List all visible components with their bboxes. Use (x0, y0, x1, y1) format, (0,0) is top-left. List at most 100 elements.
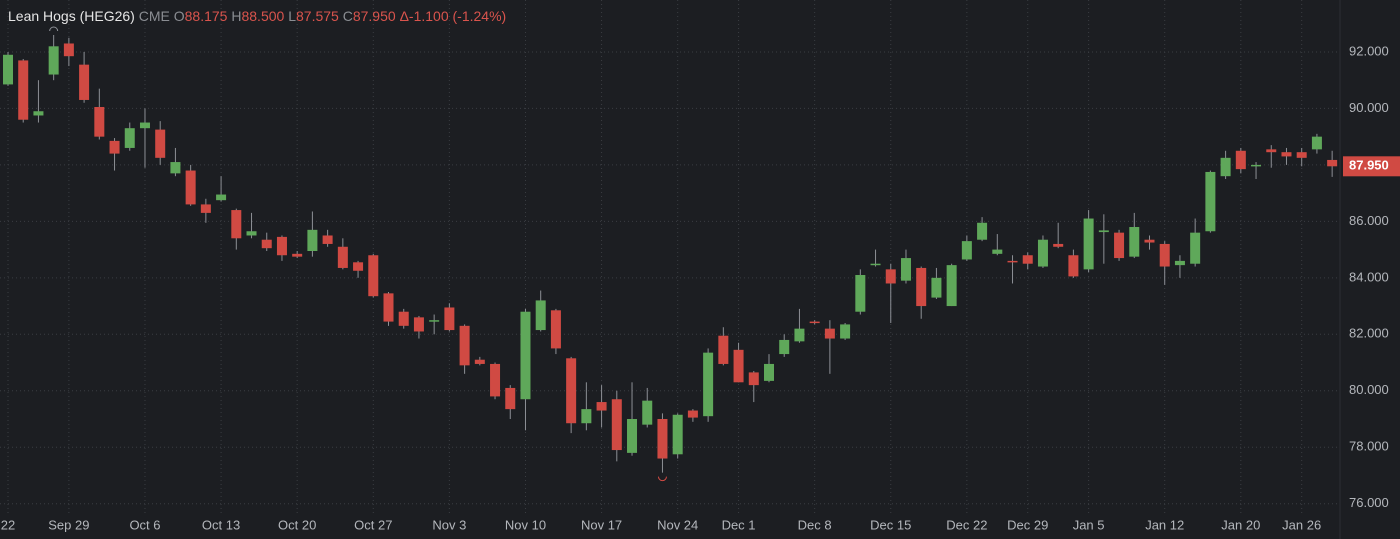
candle-body (627, 419, 638, 453)
x-tick-label: Dec 15 (870, 517, 911, 532)
y-tick-label: 82.000 (1349, 326, 1389, 341)
candle-body (63, 43, 74, 57)
x-tick-label: Oct 20 (278, 517, 316, 532)
candle-body (1327, 159, 1338, 167)
candle-body (1311, 136, 1322, 150)
candle-body (398, 311, 409, 326)
candle-body (657, 419, 668, 459)
candle-body (779, 339, 790, 355)
candle-body (672, 414, 683, 455)
candle-body (961, 241, 972, 260)
candle-body (870, 263, 881, 266)
y-tick-label: 86.000 (1349, 213, 1389, 228)
candle-body (48, 46, 59, 75)
candle-body (94, 107, 105, 137)
candle-body (1159, 243, 1170, 267)
candle-body (216, 194, 227, 201)
candle-body (1083, 218, 1094, 270)
candle-body (1190, 232, 1201, 264)
candle-body (307, 229, 318, 252)
candle-body (33, 111, 44, 116)
candle-body (322, 235, 333, 244)
x-tick-label: Oct 27 (354, 517, 392, 532)
y-tick-label: 78.000 (1349, 439, 1389, 454)
candle-body (170, 162, 181, 174)
x-tick-label: Sep 29 (48, 517, 89, 532)
candle-body (337, 246, 348, 268)
x-tick-label: Jan 5 (1073, 517, 1105, 532)
x-tick-label: Nov 17 (581, 517, 622, 532)
x-tick-label: Nov 3 (432, 517, 466, 532)
ohlc-label: L (288, 8, 296, 24)
candle-body (1053, 243, 1064, 247)
candle-body (794, 328, 805, 342)
candle-body (566, 358, 577, 424)
candle-body (1296, 152, 1307, 158)
candle-body (535, 300, 546, 331)
x-tick-label: Dec 8 (798, 517, 832, 532)
candle-body (1068, 255, 1079, 277)
candle-body (413, 317, 424, 332)
x-tick-label: 22 (1, 517, 15, 532)
low-marker (657, 476, 667, 482)
ohlc-label: O (173, 8, 185, 24)
x-tick-label: Dec 22 (946, 517, 987, 532)
candle-body (550, 310, 561, 349)
candle-body (855, 275, 866, 312)
candle-body (916, 267, 927, 307)
candle-body (520, 311, 531, 400)
candle-body (581, 409, 592, 424)
candle-body (200, 204, 211, 213)
candle-body (18, 60, 29, 120)
candle-body (474, 359, 485, 364)
candle-body (703, 352, 714, 417)
candle-body (900, 258, 911, 281)
candle-body (109, 140, 120, 154)
candle-body (276, 236, 287, 256)
candle-body (809, 321, 820, 324)
high-marker (49, 26, 59, 32)
ohlc-value: 87.950 (352, 8, 396, 24)
candle-body (444, 307, 455, 331)
candle-body (1220, 157, 1231, 177)
candle-body (505, 387, 516, 410)
candle-body (3, 54, 13, 85)
candle-body (246, 231, 257, 236)
ohlc-label: C (342, 8, 353, 24)
candle-body (687, 410, 698, 418)
exchange: CME (138, 8, 170, 24)
candle-body (429, 320, 440, 322)
candle-body (596, 402, 607, 411)
ohlc-value: 87.575 (296, 8, 339, 24)
y-tick-label: 84.000 (1349, 269, 1389, 284)
candle-body (490, 363, 501, 397)
candle-body (231, 210, 242, 239)
x-tick-label: Dec 29 (1007, 517, 1048, 532)
y-tick-label: 90.000 (1349, 100, 1389, 115)
x-tick-label: Dec 1 (722, 517, 756, 532)
x-tick-label: Nov 24 (657, 517, 698, 532)
candle-body (1037, 239, 1048, 267)
candle-body (79, 64, 90, 100)
candle-body (1098, 230, 1109, 233)
candle-body (840, 324, 851, 339)
candle-body (748, 372, 759, 386)
candle-body (261, 239, 272, 249)
candle-body (1144, 239, 1155, 243)
candle-body (139, 122, 150, 129)
ohlc-label: H (231, 8, 242, 24)
x-tick-label: Nov 10 (505, 517, 546, 532)
candle-body (1266, 149, 1277, 153)
candle-body (1281, 152, 1292, 157)
y-tick-label: 76.000 (1349, 495, 1389, 510)
candle-body (1174, 260, 1185, 266)
y-tick-label: 92.000 (1349, 43, 1389, 58)
candle-body (824, 328, 835, 339)
candle-body (459, 325, 470, 366)
price-change: Δ-1.100 (-1.24%) (399, 8, 507, 24)
candle-body (611, 399, 622, 451)
candle-body (368, 255, 379, 297)
x-tick-label: Jan 26 (1282, 517, 1321, 532)
